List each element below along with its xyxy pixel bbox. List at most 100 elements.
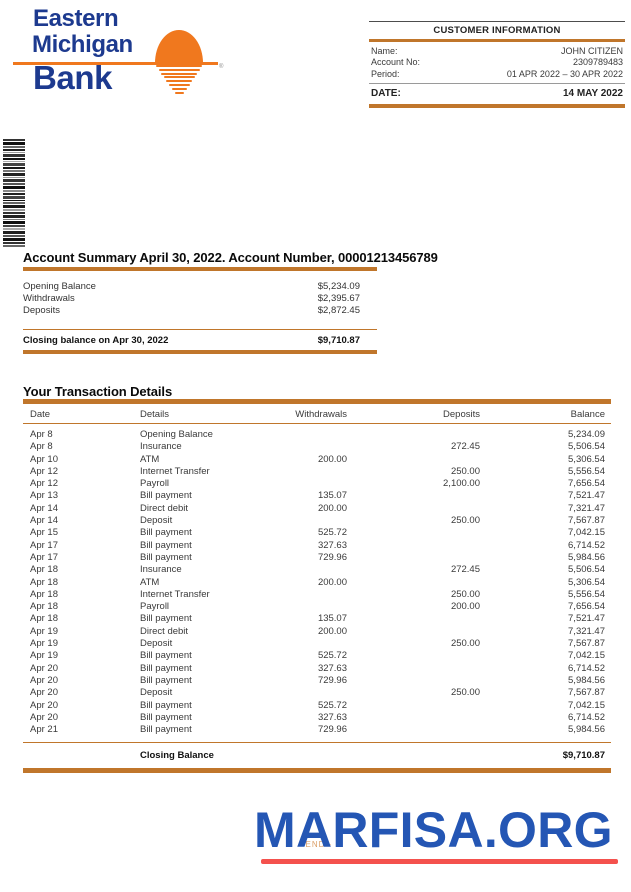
tx-balance: 7,042.15 bbox=[568, 699, 605, 711]
end-of-statement-marker: - END - bbox=[298, 840, 333, 849]
tx-withdrawal bbox=[265, 466, 347, 478]
transaction-row: Apr 14 Deposit 250.00 7,567.87 bbox=[23, 515, 611, 527]
tx-balance: 7,521.47 bbox=[568, 613, 605, 625]
tx-withdrawal bbox=[265, 601, 347, 613]
customer-info-mid-rule bbox=[369, 82, 625, 84]
tx-deposit: 272.45 bbox=[450, 441, 480, 453]
tx-details: Bill payment bbox=[140, 650, 192, 662]
tx-details: Insurance bbox=[140, 564, 182, 576]
tx-details: Bill payment bbox=[140, 551, 192, 563]
tx-deposit: 250.00 bbox=[450, 638, 480, 650]
transactions-closing-label: Closing Balance bbox=[140, 750, 214, 761]
tx-date: Apr 12 bbox=[30, 465, 58, 477]
customer-info-bottom-rule bbox=[369, 103, 625, 108]
tx-deposit: 200.00 bbox=[450, 601, 480, 613]
logo-horizon-line bbox=[13, 62, 218, 65]
tx-withdrawal: 729.96 bbox=[317, 724, 347, 736]
tx-date: Apr 19 bbox=[30, 650, 58, 662]
tx-deposit bbox=[347, 613, 480, 625]
tx-date: Apr 21 bbox=[30, 724, 58, 736]
field-value: 2309789483 bbox=[572, 57, 623, 68]
transaction-row: Apr 19 Deposit 250.00 7,567.87 bbox=[23, 638, 611, 650]
tx-details: ATM bbox=[140, 453, 160, 465]
transaction-row: Apr 18 ATM 200.00 5,306.54 bbox=[23, 577, 611, 589]
tx-balance: 7,321.47 bbox=[568, 502, 605, 514]
tx-balance: 5,306.54 bbox=[568, 453, 605, 465]
date-value: 14 MAY 2022 bbox=[562, 87, 623, 99]
summary-value: $2,872.45 bbox=[317, 305, 360, 316]
tx-date: Apr 18 bbox=[30, 588, 58, 600]
transaction-row: Apr 12 Payroll 2,100.00 7,656.54 bbox=[23, 478, 611, 490]
summary-rows: Opening Balance $5,234.09 Withdrawals $2… bbox=[23, 281, 377, 317]
tx-date: Apr 20 bbox=[30, 699, 58, 711]
tx-withdrawal: 327.63 bbox=[317, 711, 347, 723]
tx-deposit bbox=[347, 503, 480, 515]
transaction-row: Apr 18 Payroll 200.00 7,656.54 bbox=[23, 601, 611, 613]
watermark-underline bbox=[261, 859, 618, 864]
statement-date-row: DATE: 14 MAY 2022 bbox=[369, 84, 625, 104]
tx-deposit: 272.45 bbox=[450, 564, 480, 576]
tx-details: Bill payment bbox=[140, 724, 192, 736]
field-label: Name: bbox=[371, 46, 398, 56]
tx-deposit bbox=[347, 527, 480, 539]
summary-label: Withdrawals bbox=[23, 293, 75, 304]
tx-date: Apr 18 bbox=[30, 564, 58, 576]
tx-date: Apr 14 bbox=[30, 515, 58, 527]
tx-details: Deposit bbox=[140, 515, 173, 527]
col-header-balance: Balance bbox=[570, 409, 605, 420]
transaction-row: Apr 10 ATM 200.00 5,306.54 bbox=[23, 454, 611, 466]
tx-details: Bill payment bbox=[140, 539, 192, 551]
tx-balance: 5,506.54 bbox=[568, 441, 605, 453]
tx-details: Bill payment bbox=[140, 711, 192, 723]
tx-withdrawal: 525.72 bbox=[317, 650, 347, 662]
tx-withdrawal bbox=[265, 429, 347, 441]
tx-withdrawal: 525.72 bbox=[317, 699, 347, 711]
transaction-row: Apr 19 Bill payment 525.72 7,042.15 bbox=[23, 650, 611, 662]
tx-withdrawal bbox=[265, 478, 347, 490]
tx-details: Bill payment bbox=[140, 662, 192, 674]
transaction-row: Apr 20 Bill payment 327.63 6,714.52 bbox=[23, 663, 611, 675]
transactions-closing-rule bbox=[23, 742, 611, 743]
tx-date: Apr 18 bbox=[30, 613, 58, 625]
summary-bottom-rule bbox=[23, 350, 377, 354]
tx-balance: 7,042.15 bbox=[568, 527, 605, 539]
transaction-row: Apr 20 Bill payment 729.96 5,984.56 bbox=[23, 675, 611, 687]
tx-balance: 7,567.87 bbox=[568, 638, 605, 650]
tx-date: Apr 17 bbox=[30, 551, 58, 563]
tx-balance: 6,714.52 bbox=[568, 711, 605, 723]
transactions-top-rule bbox=[23, 399, 611, 404]
transactions-header-row: Date Details Withdrawals Deposits Balanc… bbox=[23, 409, 611, 420]
transaction-row: Apr 20 Deposit 250.00 7,567.87 bbox=[23, 687, 611, 699]
date-label: DATE: bbox=[371, 87, 401, 99]
summary-label: Deposits bbox=[23, 305, 60, 316]
logo-word-eastern: Eastern bbox=[33, 5, 119, 32]
tx-balance: 6,714.52 bbox=[568, 539, 605, 551]
customer-info-top-rule bbox=[369, 21, 625, 22]
tx-withdrawal: 327.63 bbox=[317, 662, 347, 674]
tx-details: Bill payment bbox=[140, 613, 192, 625]
tx-date: Apr 12 bbox=[30, 478, 58, 490]
sun-icon bbox=[155, 30, 203, 95]
transaction-row: Apr 18 Bill payment 135.07 7,521.47 bbox=[23, 613, 611, 625]
summary-row: Deposits $2,872.45 bbox=[23, 305, 377, 317]
transaction-row: Apr 15 Bill payment 525.72 7,042.15 bbox=[23, 527, 611, 539]
col-header-deposits: Deposits bbox=[443, 409, 480, 420]
transaction-row: Apr 19 Direct debit 200.00 7,321.47 bbox=[23, 626, 611, 638]
tx-date: Apr 18 bbox=[30, 601, 58, 613]
customer-info-panel: CUSTOMER INFORMATION Name: JOHN CITIZEN … bbox=[369, 21, 625, 108]
tx-date: Apr 8 bbox=[30, 429, 53, 440]
tx-deposit: 250.00 bbox=[450, 687, 480, 699]
transactions-header-rule bbox=[23, 423, 611, 424]
transaction-row: Apr 12 Internet Transfer 250.00 5,556.54 bbox=[23, 466, 611, 478]
col-header-date: Date bbox=[30, 409, 51, 420]
tx-deposit bbox=[347, 540, 480, 552]
transaction-row: Apr 18 Insurance 272.45 5,506.54 bbox=[23, 564, 611, 576]
tx-balance: 7,521.47 bbox=[568, 490, 605, 502]
tx-balance: 7,321.47 bbox=[568, 625, 605, 637]
tx-withdrawal: 200.00 bbox=[317, 625, 347, 637]
tx-deposit bbox=[347, 429, 480, 441]
tx-date: Apr 10 bbox=[30, 453, 58, 465]
summary-value: $5,234.09 bbox=[317, 281, 360, 292]
tx-date: Apr 20 bbox=[30, 687, 58, 699]
